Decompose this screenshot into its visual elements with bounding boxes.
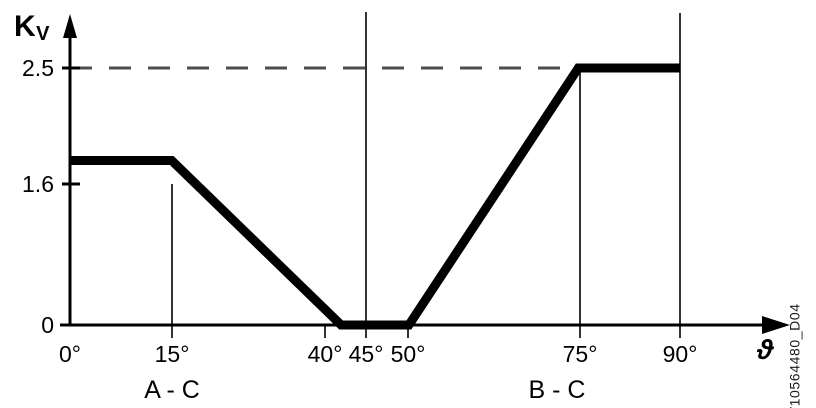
- y-axis-label: KV: [14, 10, 50, 46]
- x-tick-label-50deg: 50°: [390, 341, 426, 367]
- x-tick-label-0deg: 0°: [59, 341, 81, 367]
- x-tick-label-40deg: 40°: [307, 341, 343, 367]
- y-tick-label-0: 0: [41, 312, 54, 338]
- document-code-wrapper: A6V10564480_D04: [718, 183, 816, 408]
- y-tick-label-2p5: 2.5: [22, 55, 54, 81]
- y-axis-label-subscript: V: [36, 23, 50, 46]
- y-axis: [63, 14, 77, 325]
- x-tick-label-15deg: 15°: [154, 341, 190, 367]
- x-tick-label-75deg: 75°: [562, 341, 598, 367]
- y-axis-label-main: K: [14, 10, 36, 43]
- marker-lines: [171, 12, 681, 338]
- x-tick-label-45deg: 45°: [348, 341, 384, 367]
- x-axis-label: ϑ: [757, 334, 774, 365]
- kv-curve: [70, 63, 680, 330]
- x-tick-label-90deg: 90°: [662, 341, 698, 367]
- document-code: A6V10564480_D04: [786, 303, 803, 408]
- y-tick-marks: [62, 66, 80, 327]
- y-tick-label-1p6: 1.6: [22, 171, 54, 197]
- group-label-b-c: B - C: [528, 376, 586, 404]
- group-label-a-c: A - C: [144, 376, 200, 404]
